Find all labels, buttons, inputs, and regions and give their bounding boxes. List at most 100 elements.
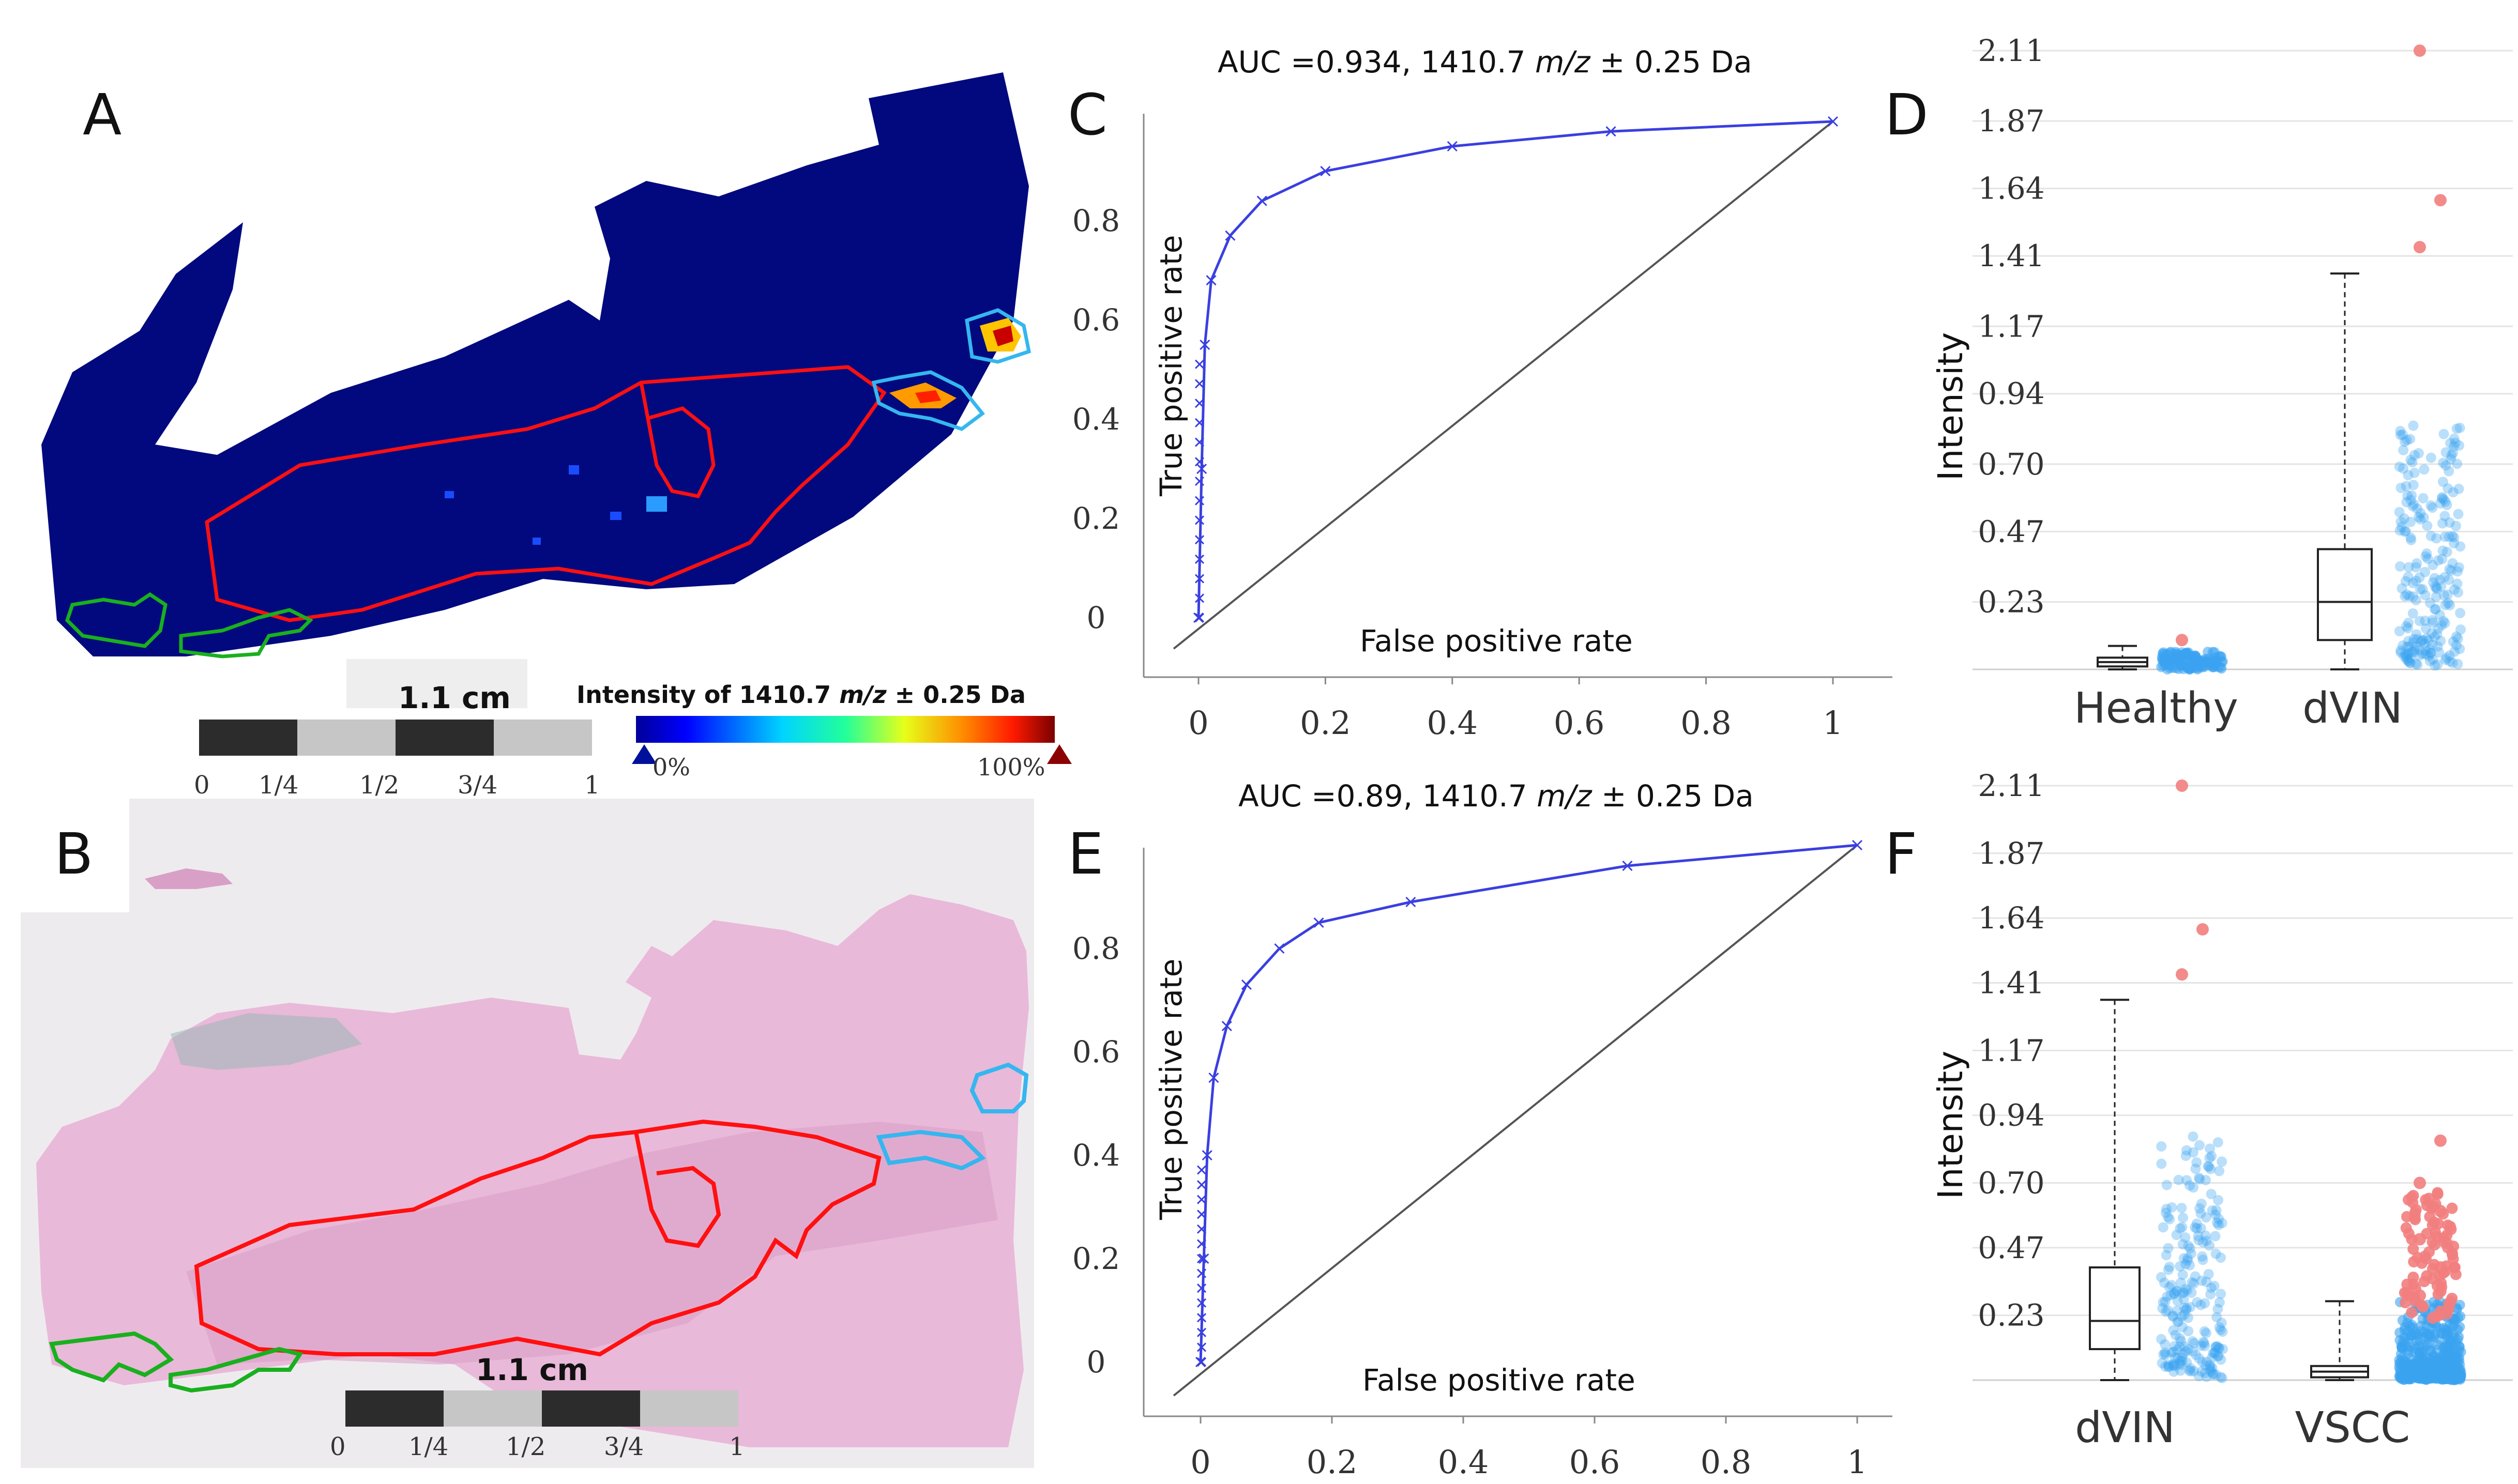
- data-point: [2210, 1341, 2221, 1352]
- data-point: [2162, 1291, 2173, 1302]
- y-tick-label: 1.41: [1978, 966, 2044, 1001]
- data-point: [2403, 571, 2414, 582]
- outlier-point: [2176, 968, 2188, 981]
- y-tick-label: 1.17: [1978, 1033, 2044, 1068]
- data-point: [2444, 574, 2454, 585]
- boxplot-chart-f: Intensity 0.23 0.47 0.70 0.94 1.17 1.41 1.64 1.…: [1931, 768, 2513, 1452]
- data-point: [2395, 425, 2406, 436]
- data-point: [2164, 1282, 2175, 1293]
- data-point: [2419, 638, 2430, 649]
- scale-bar-bg: [346, 659, 527, 708]
- data-point: [2394, 507, 2405, 517]
- data-point: [2435, 635, 2446, 646]
- data-point: [2415, 1356, 2426, 1367]
- data-point: [2216, 1252, 2226, 1263]
- data-point: [2454, 422, 2465, 433]
- data-point: [2210, 1209, 2221, 1220]
- data-point: [2394, 525, 2405, 536]
- data-point: [2214, 1322, 2225, 1333]
- data-point: [2402, 641, 2413, 652]
- data-point: [2404, 657, 2415, 668]
- data-point: [2163, 1264, 2174, 1275]
- data-point: [2194, 1203, 2205, 1214]
- data-point: [2420, 623, 2431, 634]
- data-point: [2197, 1237, 2208, 1248]
- scale-tick-0: 0: [194, 771, 210, 800]
- data-point: [2403, 470, 2414, 481]
- x-tick-label: 0.8: [1680, 704, 1732, 742]
- x-tick-label: 0: [1190, 1443, 1210, 1481]
- data-point: [2172, 1317, 2183, 1327]
- data-point: [2448, 448, 2459, 458]
- data-point: [2195, 1299, 2206, 1310]
- data-point: [2420, 649, 2431, 660]
- data-point: [2161, 1180, 2172, 1190]
- data-point: [2453, 587, 2464, 598]
- y-tick-label: 1.64: [1978, 171, 2044, 206]
- data-point: [2401, 435, 2412, 446]
- data-point: [2443, 598, 2453, 608]
- data-point: [2446, 450, 2457, 461]
- roc-point: [1194, 379, 1205, 389]
- roc-point: [1274, 943, 1285, 954]
- data-point: [2415, 514, 2426, 525]
- data-point: [2217, 1343, 2228, 1354]
- data-point: [2173, 1316, 2184, 1327]
- y-tick-label: 0.8: [1072, 931, 1120, 966]
- data-point: [2423, 635, 2434, 646]
- data-point: [2441, 652, 2452, 663]
- outlier-point: [2450, 1268, 2462, 1280]
- data-point: [2399, 1325, 2410, 1336]
- dvin-outline-he-2: [969, 1062, 1029, 1113]
- roc-point: [1196, 1239, 1207, 1249]
- data-point: [2429, 632, 2440, 642]
- data-point: [2182, 1344, 2193, 1355]
- data-point: [2193, 1231, 2204, 1242]
- data-point: [2206, 1352, 2217, 1363]
- roc-point: [1194, 535, 1205, 545]
- scale-bar-label: 1.1 cm: [398, 680, 511, 715]
- data-point: [2192, 1297, 2203, 1308]
- data-point: [2451, 423, 2462, 434]
- outlier-point: [2409, 1206, 2421, 1218]
- tumor-outline-he: [194, 1119, 882, 1357]
- data-point: [2167, 1311, 2178, 1322]
- data-point: [2405, 532, 2416, 543]
- y-tick-label: 1.17: [1978, 309, 2044, 344]
- data-point: [2452, 578, 2463, 589]
- data-point: [2401, 589, 2412, 600]
- data-point: [2435, 498, 2446, 509]
- data-point: [2187, 1277, 2197, 1288]
- y-tick-label: 0.94: [1978, 376, 2044, 411]
- panel-label-b: B: [54, 821, 93, 887]
- data-point: [2398, 445, 2409, 455]
- data-point: [2203, 1161, 2213, 1172]
- data-point: [2413, 448, 2424, 458]
- chart-title: AUC =0.89, 1410.7 m/z ± 0.25 Da: [1238, 778, 1754, 814]
- data-point: [2177, 1222, 2188, 1233]
- outlier-point: [2176, 634, 2188, 647]
- data-point: [2431, 533, 2442, 544]
- data-point: [2196, 1275, 2207, 1286]
- data-point: [2190, 1164, 2201, 1174]
- data-point: [2177, 1239, 2188, 1250]
- x-tick-label: 1: [1823, 704, 1843, 742]
- data-point: [2200, 1175, 2211, 1186]
- data-point: [2409, 645, 2420, 655]
- panel-label-e: E: [1068, 821, 1104, 887]
- data-point: [2418, 493, 2429, 503]
- outlier-point: [2403, 1228, 2415, 1240]
- data-point: [2449, 433, 2460, 444]
- x-axis-label: False positive rate: [1360, 623, 1633, 659]
- data-point: [2186, 1248, 2196, 1259]
- category-label: dVIN: [2302, 684, 2403, 733]
- data-point: [2186, 1287, 2197, 1298]
- outlier-point: [2434, 194, 2447, 207]
- roc-point: [1196, 1327, 1207, 1337]
- data-point: [2405, 454, 2416, 465]
- data-point: [2401, 497, 2412, 508]
- data-point: [2400, 649, 2411, 660]
- roc-point: [1206, 275, 1217, 286]
- data-point: [2217, 1156, 2227, 1167]
- data-point: [2405, 657, 2416, 668]
